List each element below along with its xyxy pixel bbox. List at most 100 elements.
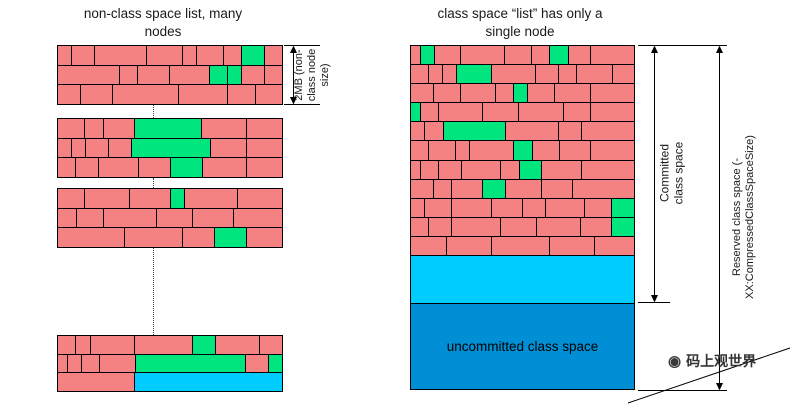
non-class-node-2 [57,118,283,178]
used-chunk-cell [192,208,233,228]
used-chunk-cell [423,198,451,217]
used-chunk-cell [227,85,255,105]
memory-chunk-row [411,235,634,256]
used-chunk-cell [531,46,550,65]
used-chunk-cell [263,65,282,85]
used-chunk-cell [411,236,447,256]
used-chunk-cell [490,198,522,217]
free-chunk-cell [482,179,506,198]
used-chunk-cell [460,160,501,179]
used-chunk-cell [89,336,135,354]
used-chunk-cell [580,122,634,141]
used-chunk-cell [424,122,443,141]
used-chunk-cell [102,119,135,138]
used-chunk-cell [558,141,590,160]
used-chunk-cell [419,160,438,179]
used-chunk-cell [58,119,85,138]
committed-label: Committed class space [657,141,686,205]
used-chunk-cell [58,46,71,65]
used-chunk-cell [504,46,532,65]
used-chunk-cell [611,65,635,84]
used-chunk-cell [58,373,134,392]
uncommitted-label: uncommitted class space [446,339,599,354]
free-chunk-cell [419,46,434,65]
used-chunk-cell [411,84,433,103]
used-chunk-cell [567,46,590,65]
used-chunk-cell [246,138,282,158]
used-chunk-cell [518,103,563,122]
used-chunk-cell [245,354,268,373]
free-chunk-cell [611,217,634,236]
used-chunk-cell [490,236,549,256]
used-chunk-cell [201,119,246,138]
used-chunk-cell [75,158,99,178]
memory-chunk-row [58,227,282,248]
free-chunk-cell [241,46,264,65]
free-chunk-cell [226,65,241,85]
used-chunk-cell [84,119,103,138]
used-chunk-cell [201,158,247,178]
used-chunk-cell [589,103,635,122]
memory-chunk-row [411,197,634,217]
used-chunk-cell [428,141,456,160]
used-chunk-cell [222,46,242,65]
used-chunk-cell [459,84,496,103]
used-chunk-cell [58,138,72,158]
memory-chunk-row [58,64,282,85]
used-chunk-cell [84,189,130,208]
watermark-text: 码上观世界 [686,353,757,369]
arrowhead-down-icon [716,383,723,391]
free-chunk-cell [191,336,215,354]
used-chunk-cell [71,138,86,158]
class-space-chunks [411,46,635,256]
used-chunk-cell [58,228,124,248]
memory-chunk-row [58,46,282,65]
used-chunk-cell [428,217,452,236]
used-chunk-cell [58,336,76,354]
free-chunk-cell [169,189,184,208]
used-chunk-cell [411,46,420,65]
used-chunk-cell [411,179,433,198]
used-chunk-cell [548,236,594,256]
used-chunk-cell [589,84,634,103]
free-chunk-cell [130,138,211,158]
used-chunk-cell [432,179,452,198]
used-chunk-cell [521,198,545,217]
arrowhead-up-icon [651,45,658,53]
right-title: class space “list” has only a single nod… [437,6,603,39]
used-chunk-cell [240,65,264,85]
free-chunk-cell [208,65,227,85]
memory-chunk-row [411,159,634,179]
used-chunk-cell [495,84,514,103]
used-chunk-cell [181,46,196,65]
memory-chunk-row [58,157,282,178]
used-chunk-cell [137,65,169,85]
used-chunk-cell [411,141,429,160]
free-chunk-cell [442,122,505,141]
used-chunk-cell [124,228,183,248]
used-chunk-cell [246,158,282,178]
used-chunk-cell [576,65,612,84]
used-chunk-cell [195,46,223,65]
used-chunk-cell [450,198,491,217]
used-chunk-cell [156,208,193,228]
free-chunk-cell [456,65,492,84]
seal-icon: ◉ [668,352,682,370]
used-chunk-cell [58,65,119,85]
used-chunk-cell [75,336,90,354]
memory-chunk-row [58,372,282,392]
used-chunk-cell [499,217,536,236]
node-size-label: 2MB (non-class node size) [293,48,332,102]
used-chunk-cell [531,141,559,160]
used-chunk-cell [138,158,170,178]
used-chunk-cell [589,141,634,160]
used-chunk-cell [214,336,260,354]
free-chunk-cell [611,198,634,217]
used-chunk-cell [182,228,214,248]
used-chunk-cell [99,354,136,373]
used-chunk-cell [70,46,94,65]
used-chunk-cell [451,179,483,198]
memory-chunk-row [411,64,635,84]
used-chunk-cell [245,228,282,248]
